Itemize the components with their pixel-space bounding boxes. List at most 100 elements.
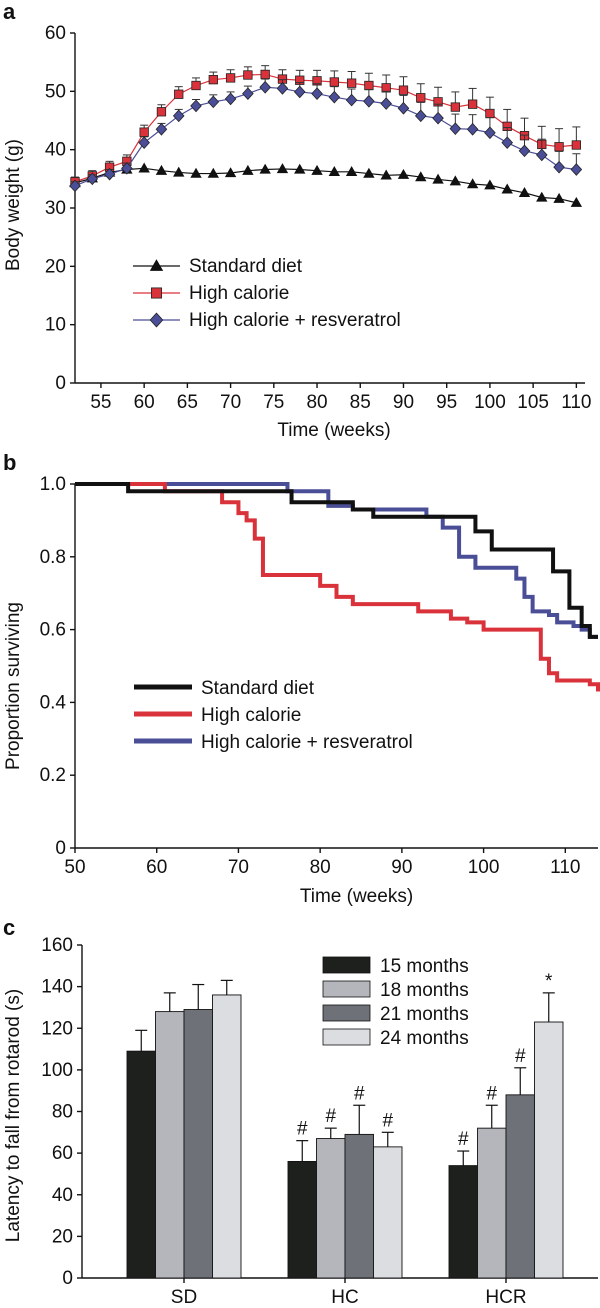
data-point <box>173 166 185 177</box>
data-point <box>554 142 564 152</box>
y-tick-label: 0.6 <box>40 620 66 641</box>
data-point <box>149 259 164 271</box>
data-point <box>450 102 460 112</box>
legend-swatch <box>322 1004 371 1022</box>
data-point <box>501 183 513 194</box>
significance-mark: # <box>325 1106 336 1127</box>
data-point <box>190 167 202 178</box>
data-point <box>432 111 444 125</box>
data-point <box>466 122 479 136</box>
data-point <box>242 164 254 175</box>
y-tick-label: 20 <box>45 256 66 277</box>
series-triangle <box>69 162 583 207</box>
bar <box>344 1133 374 1279</box>
data-point <box>150 287 162 299</box>
y-tick-label: 0.8 <box>40 547 66 568</box>
data-point <box>149 312 164 328</box>
x-tick-label: 95 <box>436 392 457 413</box>
x-tick-label: 110 <box>561 392 591 413</box>
x-tick-label: 90 <box>391 857 412 878</box>
data-point <box>570 196 583 207</box>
data-point <box>466 178 479 189</box>
data-point <box>380 97 392 110</box>
data-point <box>416 93 426 103</box>
x-tick-label: 110 <box>550 857 580 878</box>
x-tick-label: 70 <box>220 392 241 413</box>
data-point <box>69 179 81 193</box>
x-tick-label: 80 <box>306 392 327 413</box>
data-point <box>311 164 323 175</box>
legend-label: High calorie <box>201 705 301 726</box>
y-tick-label: 100 <box>41 1060 73 1081</box>
data-point <box>155 164 168 175</box>
data-point <box>363 94 375 108</box>
panel-b: b 0 0.2 0.4 0.6 0.8 1.0 50 60 70 80 90 100 110 Time (w… <box>3 450 600 907</box>
legend: 15 months 18 months 21 months 24 months <box>322 956 469 1049</box>
data-point <box>174 89 184 99</box>
data-point <box>518 187 531 197</box>
data-point <box>294 163 306 174</box>
y-tick-label: 60 <box>45 23 66 44</box>
bar <box>505 1094 535 1279</box>
data-point <box>571 140 582 150</box>
data-point <box>449 122 462 136</box>
legend-label: 21 months <box>380 1004 469 1025</box>
data-point <box>259 80 271 94</box>
survival-curve-standard <box>75 482 598 639</box>
bar <box>448 1165 478 1279</box>
x-tick-label: 75 <box>263 392 284 413</box>
data-point <box>328 90 341 104</box>
survival-curve-high_calorie <box>75 482 600 692</box>
data-point <box>345 166 358 176</box>
data-point <box>536 191 548 202</box>
bar-group-hcr: # # # * HCR <box>448 971 564 1308</box>
panel-letter: b <box>3 450 16 475</box>
y-axis-title: Latency to fall from rotarod (s) <box>3 989 24 1242</box>
y-axis-title: Body weight (g) <box>3 139 24 271</box>
x-tick-label: 90 <box>393 392 414 413</box>
data-point <box>397 101 410 115</box>
data-point <box>380 169 392 180</box>
significance-mark: # <box>458 1129 469 1150</box>
y-tick-label: 20 <box>52 1226 73 1247</box>
y-tick-label: 50 <box>45 81 66 102</box>
legend: Standard diet High calorie High calorie + … <box>134 678 413 753</box>
data-point <box>139 127 149 137</box>
x-tick-label: 60 <box>134 392 155 413</box>
bar <box>316 1138 346 1279</box>
legend-label: 15 months <box>380 956 469 977</box>
data-point <box>484 126 496 140</box>
data-point <box>328 166 341 176</box>
y-tick-label: 140 <box>41 977 73 998</box>
data-point <box>501 136 513 150</box>
data-point <box>276 82 289 95</box>
y-tick-label: 60 <box>52 1143 73 1164</box>
y-axis-title: Proportion surviving <box>3 602 24 770</box>
significance-mark: # <box>515 1046 526 1067</box>
legend-swatch <box>322 980 371 998</box>
data-point <box>397 168 410 179</box>
significance-mark: # <box>382 1110 393 1131</box>
y-tick-label: 0.2 <box>40 765 66 786</box>
data-point <box>381 83 391 93</box>
data-point <box>553 160 565 174</box>
data-point <box>260 69 270 80</box>
bar-group-hc: # # # # HC <box>287 1083 403 1308</box>
y-tick-label: 40 <box>45 140 66 161</box>
data-point <box>86 172 99 186</box>
x-tick-label: 80 <box>310 857 331 878</box>
x-tick-label: 65 <box>177 392 198 413</box>
legend-label: 18 months <box>380 980 469 1001</box>
legend-label: Standard diet <box>189 256 303 277</box>
x-tick-label: 85 <box>350 392 371 413</box>
data-point <box>432 173 444 184</box>
data-point <box>224 92 237 106</box>
legend-swatch <box>322 1028 371 1046</box>
data-point <box>553 192 565 203</box>
data-point <box>518 144 531 158</box>
significance-mark: # <box>354 1083 365 1104</box>
data-point <box>121 161 133 175</box>
legend-label: High calorie <box>189 283 289 304</box>
series-line <box>74 167 577 204</box>
